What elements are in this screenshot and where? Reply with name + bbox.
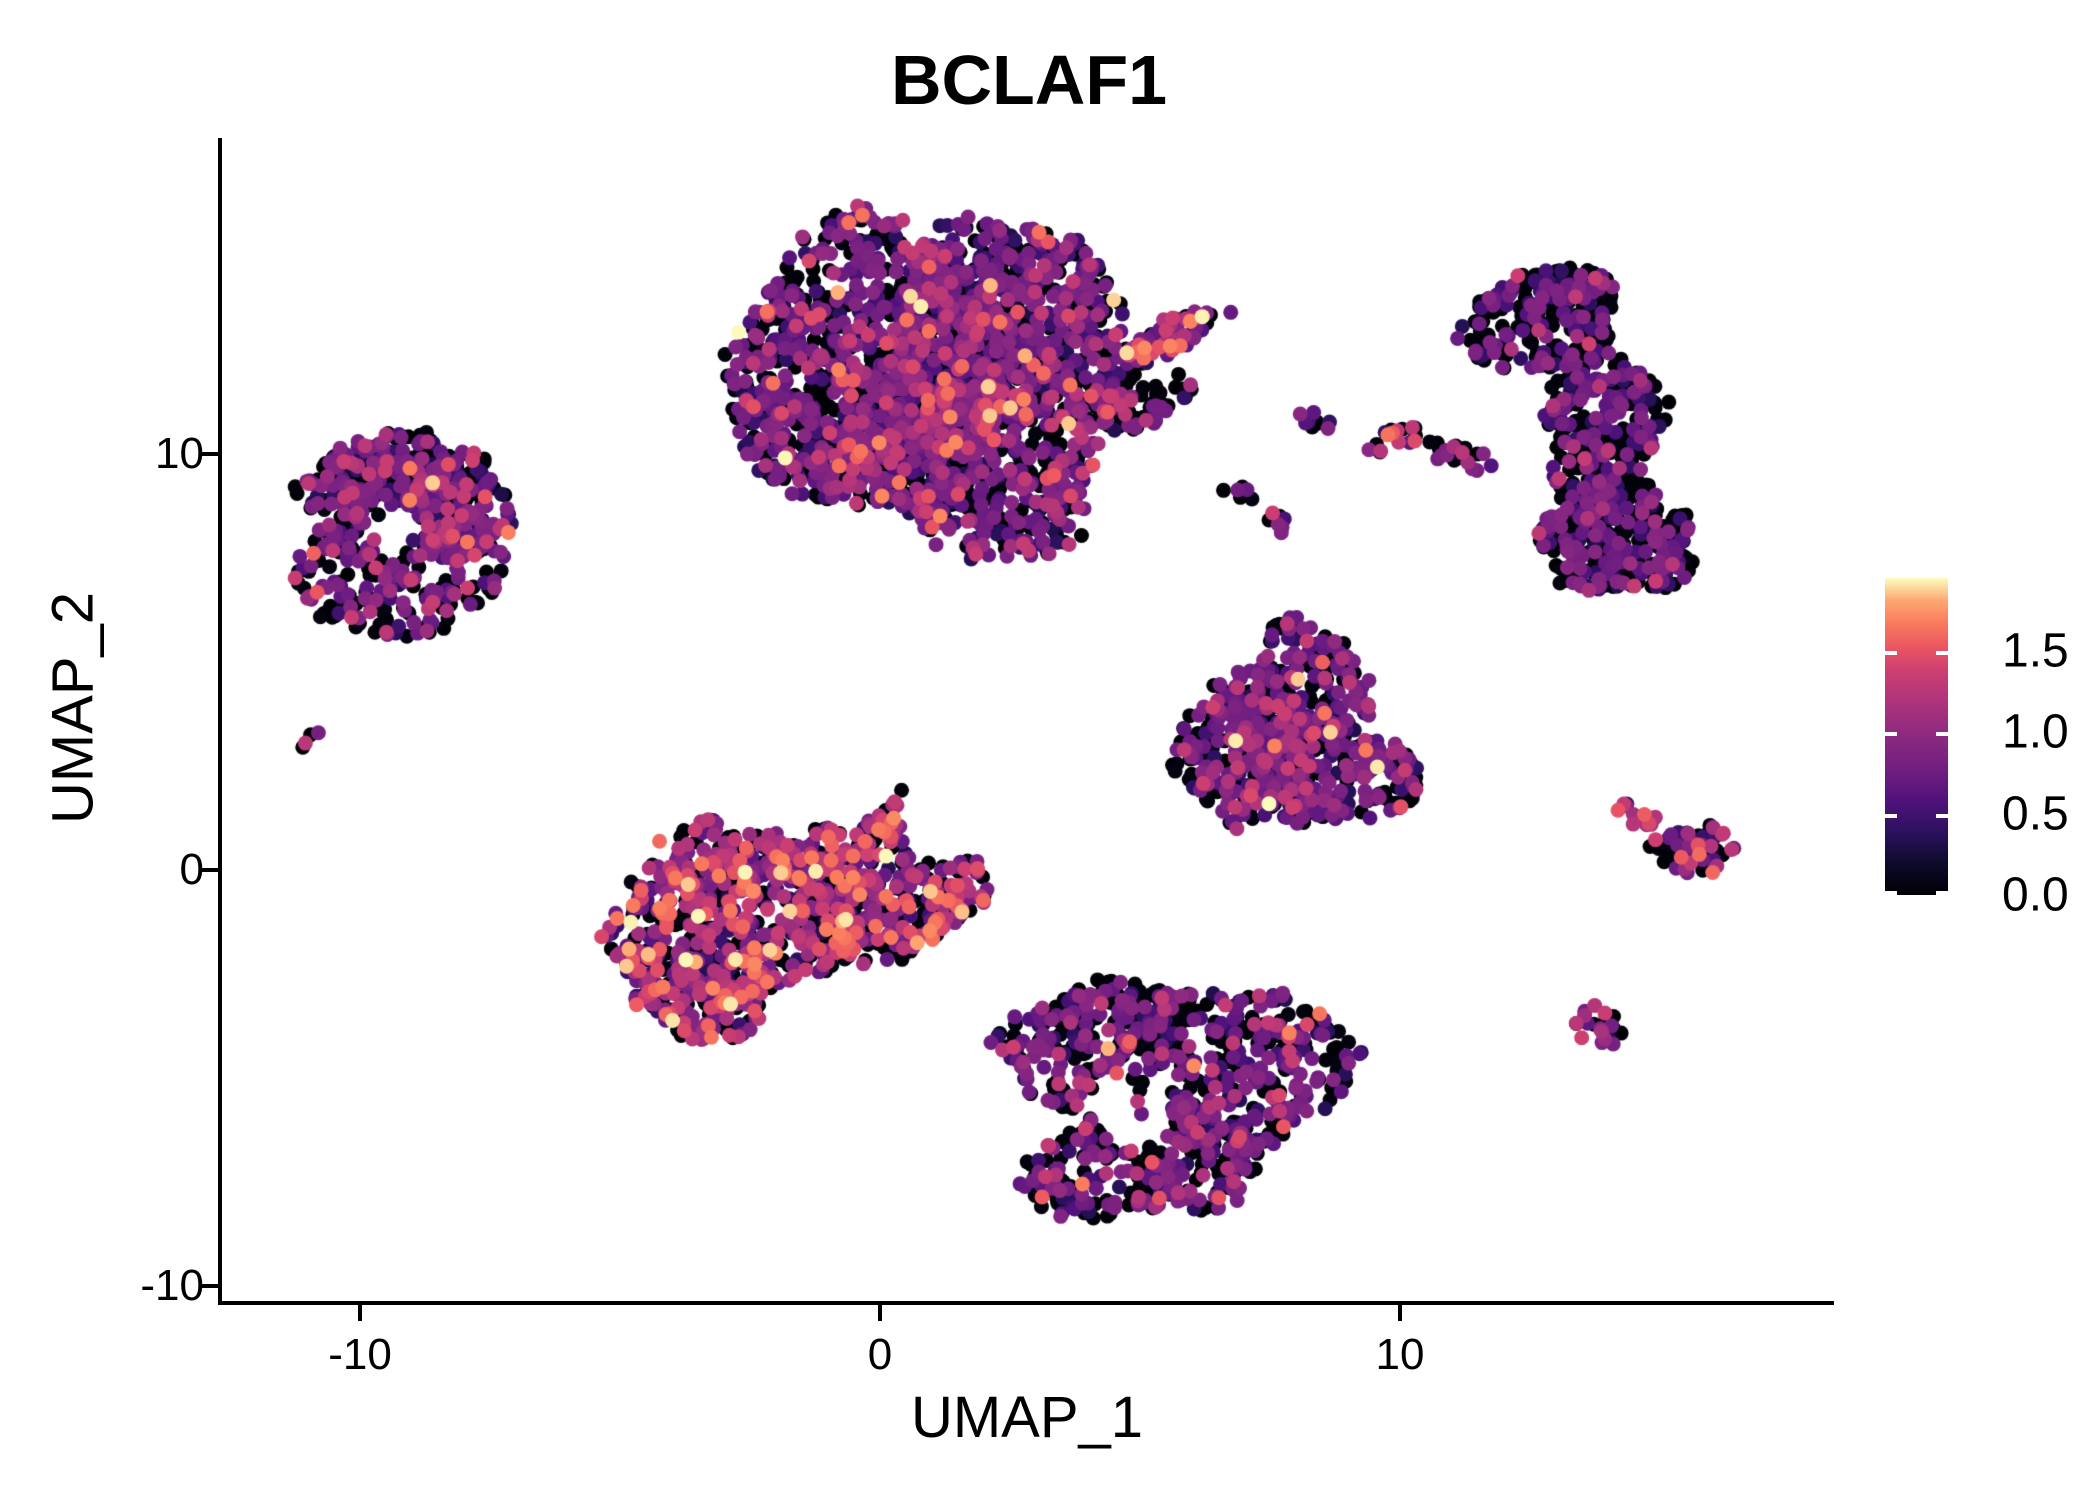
colorbar-tick-label: 0.5 bbox=[2002, 787, 2069, 841]
expression-colorbar bbox=[1885, 578, 1948, 895]
x-tick-mark bbox=[878, 1305, 882, 1321]
y-axis-title: UMAP_2 bbox=[40, 591, 106, 825]
x-axis-line bbox=[218, 1301, 1834, 1305]
y-tick-label: 10 bbox=[155, 429, 204, 478]
colorbar-tick-mark bbox=[1936, 651, 1948, 656]
colorbar-tick-mark bbox=[1885, 651, 1897, 656]
x-tick-label: 0 bbox=[867, 1330, 893, 1379]
colorbar-tick-mark bbox=[1885, 813, 1897, 818]
x-tick-label: 10 bbox=[1375, 1330, 1425, 1379]
colorbar-tick-mark bbox=[1936, 732, 1948, 737]
x-tick-mark bbox=[358, 1305, 362, 1321]
y-tick-mark bbox=[202, 1284, 218, 1288]
y-tick-mark bbox=[202, 868, 218, 872]
plot-title: BCLAF1 bbox=[890, 41, 1168, 119]
y-tick-mark bbox=[202, 452, 218, 456]
colorbar-tick-mark bbox=[1885, 732, 1897, 737]
colorbar-tick-label: 1.5 bbox=[2002, 624, 2069, 678]
colorbar-tick-label: 0.0 bbox=[2002, 868, 2069, 922]
colorbar-tick-mark bbox=[1885, 891, 1897, 895]
y-tick-label: -10 bbox=[140, 1261, 204, 1310]
x-tick-mark bbox=[1398, 1305, 1402, 1321]
y-tick-label: 0 bbox=[179, 845, 204, 894]
x-axis-title: UMAP_1 bbox=[910, 1385, 1144, 1450]
x-tick-label: -10 bbox=[328, 1330, 392, 1379]
colorbar-tick-mark bbox=[1936, 813, 1948, 818]
colorbar-tick-mark bbox=[1936, 891, 1948, 895]
y-axis-line bbox=[218, 138, 222, 1305]
colorbar-tick-label: 1.0 bbox=[2002, 705, 2069, 759]
